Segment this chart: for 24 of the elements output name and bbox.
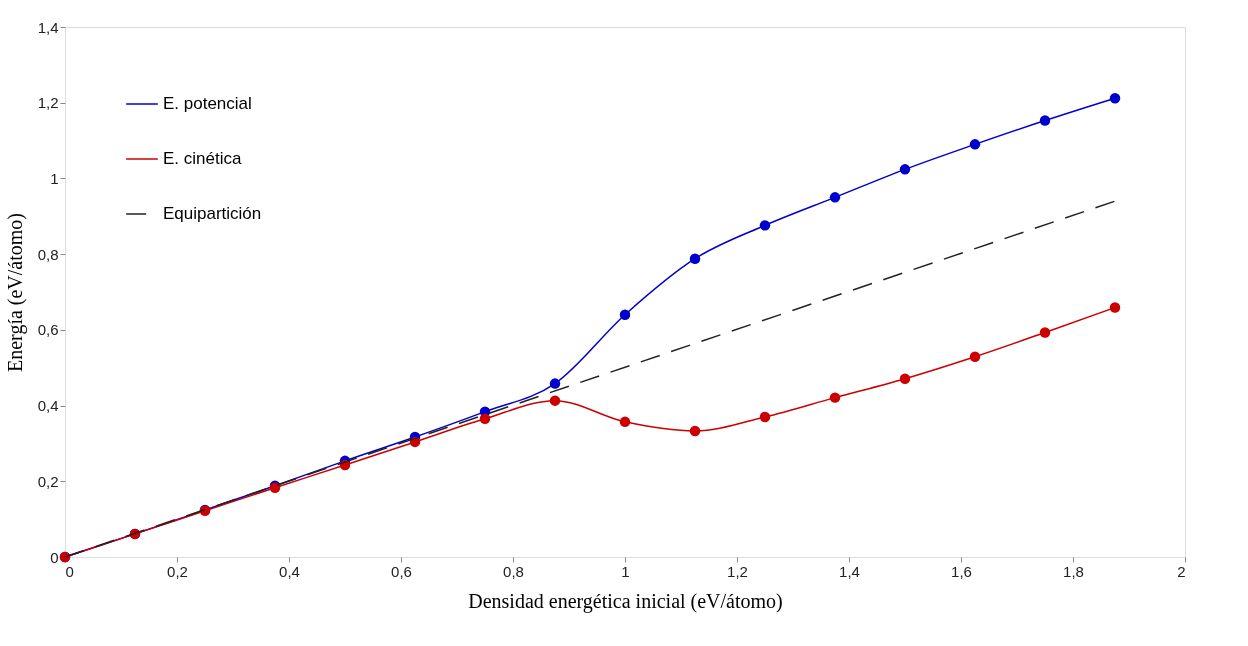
y-axis-title: Energía (eV/átomo) [3, 212, 27, 373]
x-tick-label: 1 [621, 562, 630, 580]
y-tick-label: 0,4 [37, 397, 59, 415]
y-tick-label: 1,2 [37, 94, 59, 112]
y-tick-label: 1,4 [37, 18, 59, 36]
x-tick-label: 0,4 [279, 562, 300, 580]
x-tick-label: 1,6 [951, 562, 972, 580]
x-axis-title: Densidad energética inicial (eV/átomo) [468, 589, 783, 613]
y-tick-label: 0,8 [37, 245, 59, 263]
x-tick-label: 1,8 [1063, 562, 1084, 580]
y-tick-label: 1 [50, 169, 59, 187]
x-tick-label: 2 [1177, 562, 1186, 580]
x-tick-label: 0,6 [391, 562, 412, 580]
x-tick-label: 0,8 [503, 562, 524, 580]
y-tick-label: 0 [50, 548, 59, 566]
y-tick-label: 0,2 [37, 472, 59, 490]
legend-label: Equipartición [163, 204, 262, 223]
x-tick-label: 1,2 [727, 562, 748, 580]
legend-label: E. cinética [163, 149, 242, 168]
x-tick-label: 0,2 [167, 562, 188, 580]
x-tick-label: 0 [65, 562, 74, 580]
y-tick-label: 0,6 [37, 321, 59, 339]
x-tick-label: 1,4 [839, 562, 860, 580]
legend-label: E. potencial [163, 94, 252, 113]
